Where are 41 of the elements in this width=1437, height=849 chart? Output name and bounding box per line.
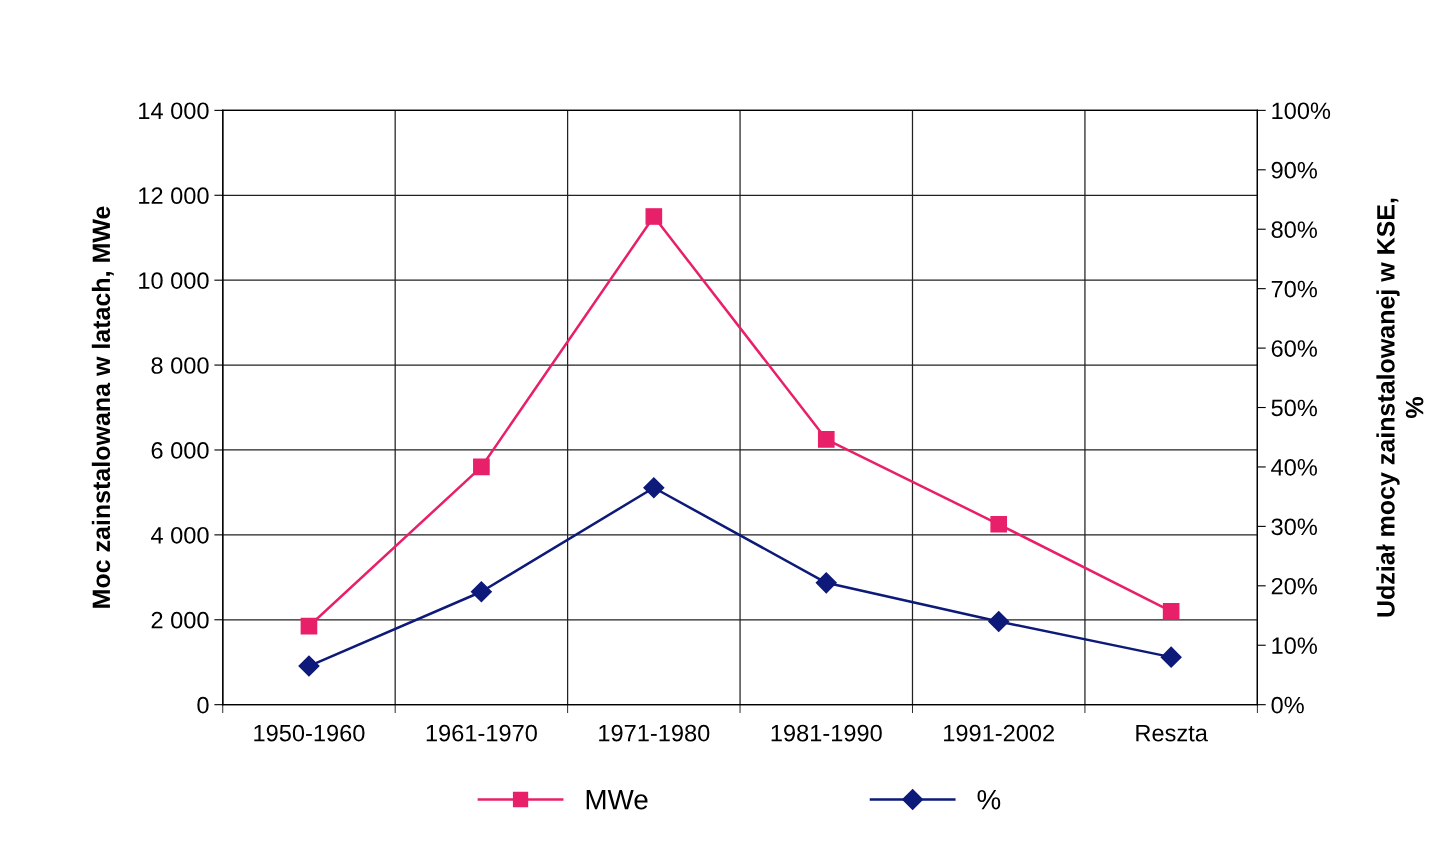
point <box>1162 602 1180 620</box>
y2-tick-label: 60% <box>1271 340 1317 357</box>
y-tick-label: 12 000 <box>139 187 209 205</box>
y2-tick-label: 20% <box>1271 577 1317 595</box>
point <box>988 610 1010 632</box>
x-tick-label: Reszta <box>1136 724 1208 742</box>
y-tick-label: 14 000 <box>139 102 209 120</box>
y2-tick-label: 40% <box>1271 459 1317 476</box>
y2-tick-label: 70% <box>1271 280 1317 298</box>
y-tick-label: 4 000 <box>151 526 209 544</box>
y2-tick-label: 80% <box>1271 221 1317 239</box>
x-tick-label: 1950-1960 <box>254 724 365 742</box>
point <box>300 617 318 635</box>
y-tick-label: 10 000 <box>139 272 209 289</box>
y2-axis-title: Udział mocy zainstalowanej w KSE, % <box>1376 198 1424 617</box>
point <box>817 431 835 448</box>
point <box>643 477 665 499</box>
y-tick-label: 0 <box>197 696 209 714</box>
point <box>298 655 320 677</box>
point <box>815 572 837 594</box>
y2-tick-label: 30% <box>1271 518 1317 536</box>
y2-tick-label: 100% <box>1272 102 1331 120</box>
y2-tick-label: 50% <box>1271 399 1317 417</box>
point <box>1160 646 1182 668</box>
point <box>990 515 1008 533</box>
y-tick-label: 6 000 <box>151 442 209 459</box>
y2-tick-label: 0% <box>1271 696 1304 714</box>
x-tick-label: 1991-2002 <box>944 724 1054 742</box>
legend-label: % <box>977 789 1001 810</box>
x-tick-label: 1971-1980 <box>599 724 710 742</box>
y2-tick-label: 10% <box>1272 637 1317 655</box>
point <box>473 458 490 476</box>
y-tick-label: 2 000 <box>151 611 209 629</box>
point <box>470 581 492 603</box>
y-tick-label: 8 000 <box>151 357 209 374</box>
y2-tick-label: 90% <box>1271 161 1317 179</box>
point <box>645 208 663 225</box>
x-tick-label: 1981-1990 <box>771 724 882 742</box>
legend-label: MWe <box>586 790 648 810</box>
y-axis-title: Moc zainstalowana w latach, MWe <box>91 206 114 608</box>
x-tick-label: 1961-1970 <box>426 724 537 742</box>
